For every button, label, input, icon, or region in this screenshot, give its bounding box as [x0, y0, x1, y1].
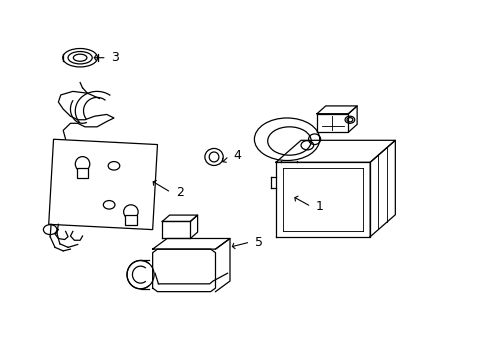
Bar	[77, 168, 88, 178]
Text: 1: 1	[315, 200, 323, 213]
Text: 2: 2	[176, 186, 183, 199]
Text: 4: 4	[233, 149, 241, 162]
Text: 5: 5	[255, 235, 263, 248]
Text: 3: 3	[111, 51, 119, 64]
Bar	[125, 215, 137, 225]
